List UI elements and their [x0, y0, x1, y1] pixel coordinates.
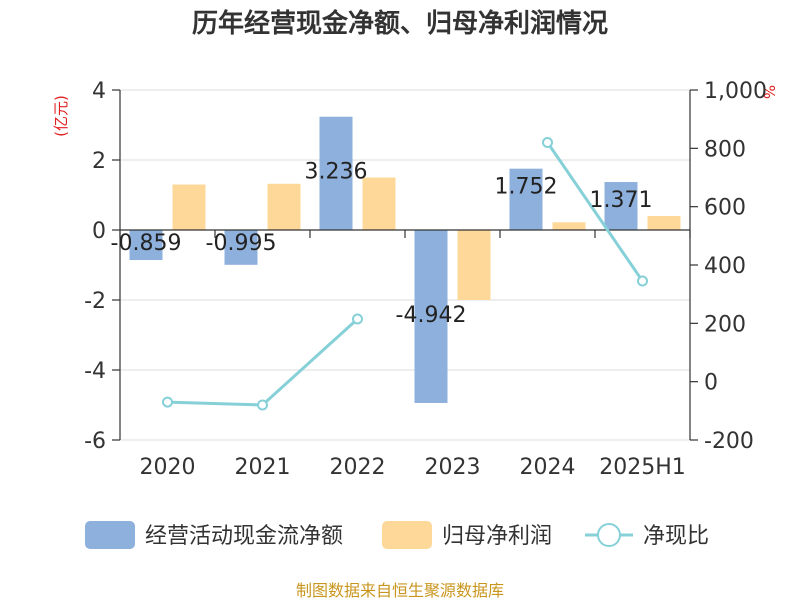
bars: [129, 116, 681, 403]
category-label: 2025H1: [599, 455, 686, 480]
legend-label-net-profit: 归母净利润: [442, 524, 552, 549]
left-tick-label: 4: [92, 79, 106, 104]
right-tick-label: 400: [704, 254, 746, 279]
legend-label-cashflow: 经营活动现金流净额: [145, 524, 343, 549]
data-label-cashflow: 1.371: [590, 188, 653, 213]
bar-cashflow: [224, 230, 258, 265]
ratio-point: [542, 137, 553, 148]
data-labels: -0.859 -0.995 3.236 -4.942 1.752 1.371: [111, 160, 653, 328]
bar-net-profit: [362, 177, 396, 230]
right-axis-unit: %: [760, 85, 778, 99]
bar-net-profit: [552, 222, 586, 230]
right-tick-label: 800: [704, 137, 746, 162]
legend: 经营活动现金流净额 归母净利润 净现比: [85, 521, 709, 549]
legend-swatch-net-profit: [382, 521, 432, 549]
ratio-point: [162, 396, 173, 408]
right-tick-label: 0: [704, 371, 718, 396]
source-note: 制图数据来自恒生聚源数据库: [296, 581, 504, 600]
left-tick-label: 2: [92, 149, 106, 174]
axes: 4 2 0 -2 -4 -6 1,000 800 600 400 200 0 -200 2020 2021 2…: [84, 79, 767, 480]
ratio-line-path: [167, 317, 359, 407]
bar-cashflow: [509, 168, 543, 230]
right-tick-label: 1,000: [704, 79, 767, 104]
bar-net-profit: [267, 183, 301, 230]
legend-swatch-cashflow: [85, 521, 135, 549]
category-label: 2024: [520, 455, 576, 480]
right-tick-label: 600: [704, 196, 746, 221]
ratio-point: [257, 399, 268, 411]
bar-cashflow: [414, 230, 448, 403]
ratio-point: [637, 275, 648, 287]
data-label-cashflow: 3.236: [305, 160, 368, 185]
category-label: 2020: [140, 455, 196, 480]
chart-title: 历年经营现金净额、归母净利润情况: [192, 8, 608, 39]
left-tick-label: 0: [92, 219, 106, 244]
ratio-line-path: [546, 141, 644, 282]
data-label-cashflow: 1.752: [495, 175, 558, 200]
ratio-line: [162, 137, 648, 411]
right-tick-label: 200: [704, 312, 746, 337]
data-label-cashflow: -4.942: [396, 303, 467, 328]
left-tick-label: -2: [84, 289, 106, 314]
left-tick-label: -6: [84, 429, 106, 454]
data-label-cashflow: -0.859: [111, 231, 182, 256]
bar-net-profit: [172, 184, 206, 230]
left-tick-label: -4: [84, 359, 106, 384]
bar-cashflow: [319, 116, 353, 230]
category-label: 2021: [235, 455, 291, 480]
data-label-cashflow: -0.995: [206, 231, 277, 256]
right-tick-label: -200: [704, 429, 754, 454]
gridlines: [120, 89, 690, 441]
bar-net-profit: [457, 230, 491, 300]
legend-label-ratio: 净现比: [643, 524, 709, 549]
category-label: 2022: [330, 455, 386, 480]
legend-swatch-ratio-marker: [597, 523, 621, 547]
bar-net-profit: [647, 216, 681, 230]
ratio-point: [352, 313, 363, 325]
bar-cashflow: [604, 182, 638, 230]
category-label: 2023: [425, 455, 481, 480]
left-axis-unit: (亿元): [52, 95, 70, 137]
bar-cashflow: [129, 230, 163, 261]
